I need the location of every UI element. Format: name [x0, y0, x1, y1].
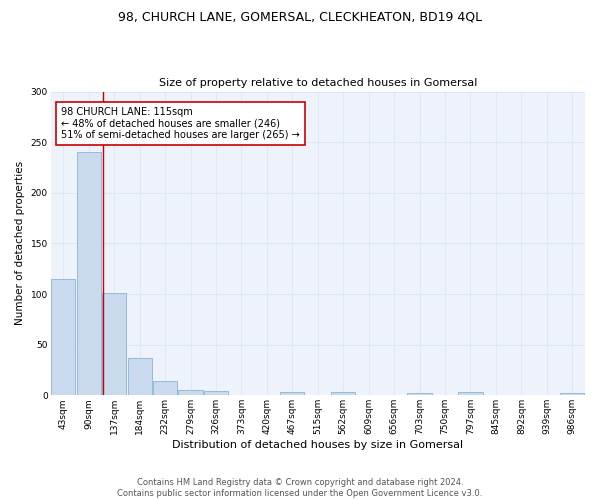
Bar [128, 358, 152, 396]
Bar [102, 293, 126, 396]
Bar [331, 392, 355, 396]
X-axis label: Distribution of detached houses by size in Gomersal: Distribution of detached houses by size … [172, 440, 463, 450]
Bar [51, 279, 76, 396]
Bar [560, 394, 584, 396]
Text: Contains HM Land Registry data © Crown copyright and database right 2024.
Contai: Contains HM Land Registry data © Crown c… [118, 478, 482, 498]
Title: Size of property relative to detached houses in Gomersal: Size of property relative to detached ho… [158, 78, 477, 88]
Bar [280, 392, 304, 396]
Bar [77, 152, 101, 396]
Bar [458, 392, 482, 396]
Y-axis label: Number of detached properties: Number of detached properties [15, 162, 25, 326]
Text: 98, CHURCH LANE, GOMERSAL, CLECKHEATON, BD19 4QL: 98, CHURCH LANE, GOMERSAL, CLECKHEATON, … [118, 10, 482, 23]
Bar [178, 390, 203, 396]
Text: 98 CHURCH LANE: 115sqm
← 48% of detached houses are smaller (246)
51% of semi-de: 98 CHURCH LANE: 115sqm ← 48% of detached… [61, 106, 300, 140]
Bar [204, 391, 228, 396]
Bar [407, 394, 431, 396]
Bar [153, 381, 177, 396]
